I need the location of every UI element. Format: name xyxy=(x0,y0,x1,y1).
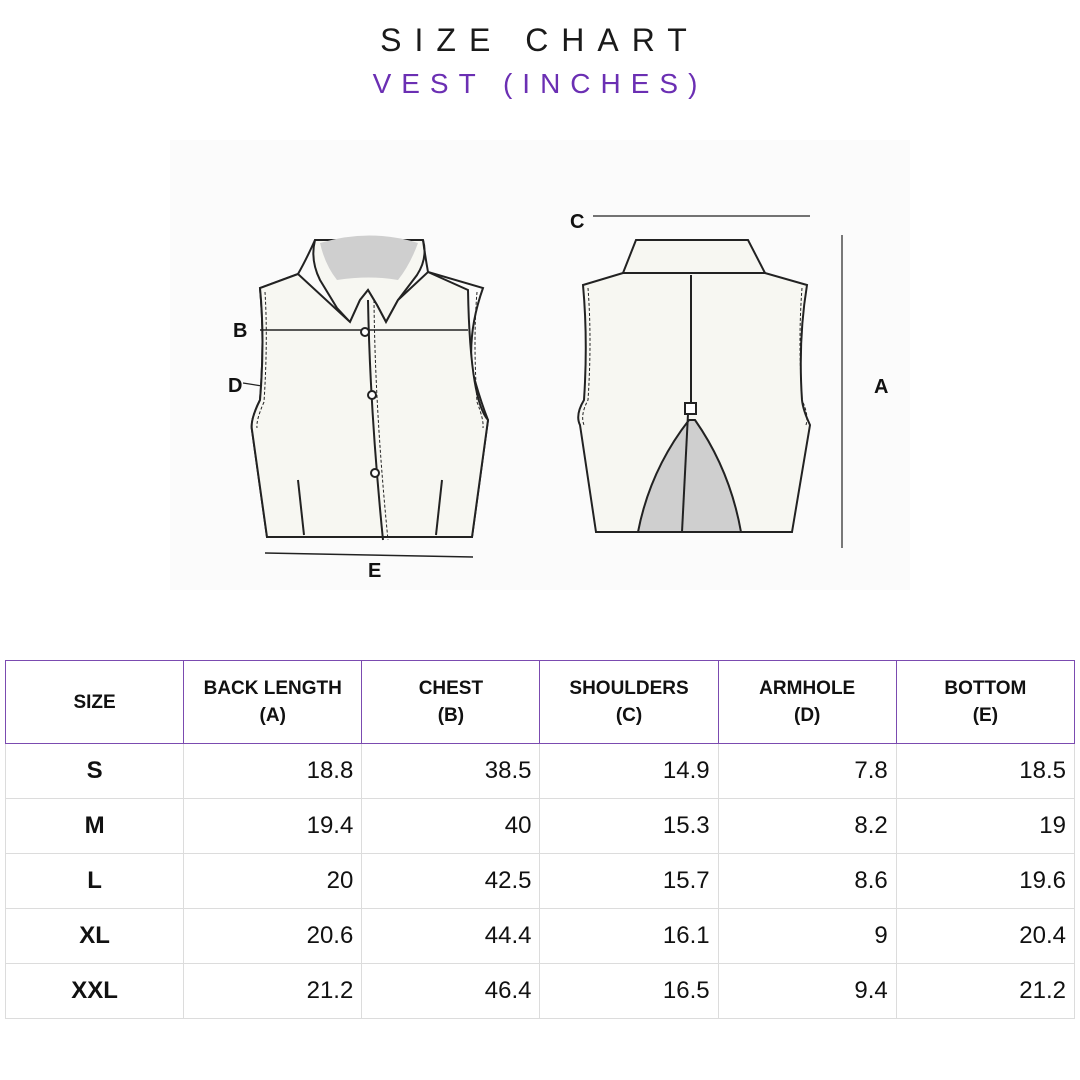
value-cell: 9.4 xyxy=(717,963,897,1019)
page-subtitle: VEST (INCHES) xyxy=(372,68,708,99)
value-cell: 20.6 xyxy=(183,908,363,964)
value-cell: 38.5 xyxy=(361,743,541,799)
page-title: SIZE CHART xyxy=(380,22,700,58)
vest-back-drawing xyxy=(577,215,843,548)
label-d: D xyxy=(228,375,242,397)
table-row: M 19.4 40 15.3 8.2 19 xyxy=(4,798,1076,854)
value-cell: 20 xyxy=(183,853,363,909)
value-cell: 14.9 xyxy=(539,743,719,799)
table-row: S 18.8 38.5 14.9 7.8 18.5 xyxy=(4,743,1076,799)
value-cell: 8.6 xyxy=(717,853,897,909)
value-cell: 18.5 xyxy=(895,743,1076,799)
header-shoulders: SHOULDERS (C) xyxy=(539,660,719,744)
vest-front-drawing xyxy=(242,235,490,558)
value-cell: 9 xyxy=(717,908,897,964)
value-cell: 46.4 xyxy=(361,963,541,1019)
header-chest: CHEST (B) xyxy=(361,660,541,744)
table-row: L 20 42.5 15.7 8.6 19.6 xyxy=(4,853,1076,909)
value-cell: 20.4 xyxy=(895,908,1076,964)
value-cell: 21.2 xyxy=(895,963,1076,1019)
size-table: SIZE BACK LENGTH (A) CHEST (B) SHOULDERS (C… xyxy=(4,660,1076,1019)
value-cell: 7.8 xyxy=(717,743,897,799)
value-cell: 15.7 xyxy=(539,853,719,909)
value-cell: 19.4 xyxy=(183,798,363,854)
size-cell: XL xyxy=(4,908,185,964)
table-row: XXL 21.2 46.4 16.5 9.4 21.2 xyxy=(4,963,1076,1019)
header-size: SIZE xyxy=(4,660,185,744)
size-cell: L xyxy=(4,853,185,909)
header-back-length: BACK LENGTH (A) xyxy=(183,660,363,744)
value-cell: 19 xyxy=(895,798,1076,854)
value-cell: 19.6 xyxy=(895,853,1076,909)
value-cell: 15.3 xyxy=(539,798,719,854)
size-cell: S xyxy=(4,743,185,799)
value-cell: 21.2 xyxy=(183,963,363,1019)
value-cell: 42.5 xyxy=(361,853,541,909)
value-cell: 16.5 xyxy=(539,963,719,1019)
size-cell: XXL xyxy=(4,963,185,1019)
value-cell: 40 xyxy=(361,798,541,854)
size-cell: M xyxy=(4,798,185,854)
vest-illustration: B D E C A xyxy=(170,140,910,590)
table-header-row: SIZE BACK LENGTH (A) CHEST (B) SHOULDERS (C… xyxy=(4,660,1076,744)
header-armhole: ARMHOLE (D) xyxy=(717,660,897,744)
table-row: XL 20.6 44.4 16.1 9 20.4 xyxy=(4,908,1076,964)
label-c: C xyxy=(570,211,584,233)
value-cell: 44.4 xyxy=(361,908,541,964)
value-cell: 8.2 xyxy=(717,798,897,854)
value-cell: 16.1 xyxy=(539,908,719,964)
header-bottom: BOTTOM (E) xyxy=(895,660,1076,744)
label-b: B xyxy=(233,320,247,342)
label-e: E xyxy=(368,560,381,582)
value-cell: 18.8 xyxy=(183,743,363,799)
label-a: A xyxy=(874,376,888,398)
